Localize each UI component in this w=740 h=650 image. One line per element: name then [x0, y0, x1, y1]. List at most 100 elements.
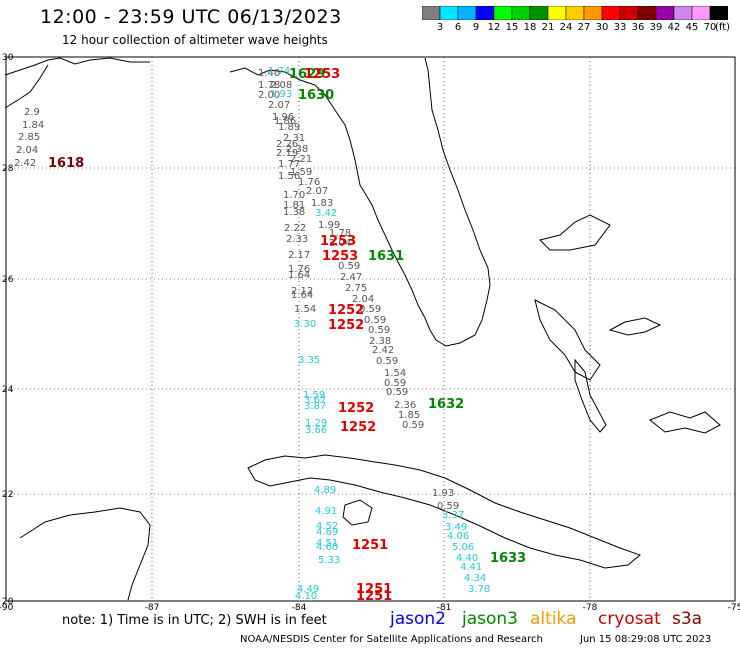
- colorbar-label: 9: [472, 22, 480, 33]
- colorbar-label: 6: [454, 22, 462, 33]
- swh-value: 4.06: [447, 531, 469, 542]
- lon-label: -90: [0, 603, 14, 613]
- swh-value: 0.59: [338, 261, 360, 272]
- colorbar-label: 33: [613, 22, 627, 33]
- colorbar-label: 45: [685, 22, 699, 33]
- mission-label-jason2: jason2: [390, 609, 446, 629]
- pass-time-label: 1253: [304, 67, 340, 82]
- swh-value: 2.47: [340, 272, 362, 283]
- swh-value: 4.60: [316, 542, 338, 553]
- swh-value: 4.40: [456, 553, 478, 564]
- colorbar-swatch: [709, 6, 728, 20]
- swh-value: 0.59: [364, 315, 386, 326]
- swh-value: 2.85: [18, 132, 40, 143]
- colorbar-label: 30: [595, 22, 609, 33]
- swh-value: 1.85: [398, 410, 420, 421]
- swh-value: 5.33: [318, 555, 340, 566]
- pass-time-label: 1253: [322, 249, 358, 264]
- swh-value: 0.59: [376, 356, 398, 367]
- colorbar-label: 24: [559, 22, 573, 33]
- swh-value: 4.51: [316, 538, 338, 549]
- swh-value: 2.08: [270, 80, 292, 91]
- swh-value: 1.54: [294, 304, 316, 315]
- swh-value: 2.04: [329, 238, 351, 249]
- swh-value: 2.42: [372, 345, 394, 356]
- swh-value: 1.89: [278, 122, 300, 133]
- swh-value: 1.59: [290, 167, 312, 178]
- swh-value: 1.86: [274, 116, 296, 127]
- lat-label: 30: [2, 53, 14, 63]
- lat-lon-grid: -90 -87 -84 -81 -78 -75 30 28 26 24 22 20: [0, 53, 740, 613]
- swh-value: 1.64: [288, 270, 310, 281]
- swh-value: 0.59: [384, 378, 406, 389]
- swh-value: 1.76: [298, 177, 320, 188]
- swh-value: 2.21: [290, 154, 312, 165]
- colorbar-label: 3: [436, 22, 444, 33]
- swh-value: 1.77: [278, 159, 300, 170]
- lon-label: -87: [145, 603, 160, 613]
- swh-value: 1.38: [283, 207, 305, 218]
- pass-time-label: 1252: [328, 318, 364, 333]
- pass-time-label: 1252: [328, 303, 364, 318]
- swh-value: 2.36: [394, 400, 416, 411]
- swh-value: 4.89: [314, 485, 336, 496]
- swh-value: 1.93: [270, 89, 292, 100]
- island-coastline: [342, 499, 373, 526]
- map-subtitle: 12 hour collection of altimeter wave hei…: [62, 33, 328, 47]
- mission-label-cryosat: cryosat: [598, 609, 661, 629]
- cuba-coastline: [247, 454, 641, 569]
- swh-value: 2.12: [291, 286, 313, 297]
- swh-value: 1.56: [278, 171, 300, 182]
- colorbar-label: 27: [577, 22, 591, 33]
- pass-time-label: 1631: [368, 249, 404, 264]
- swh-value: 2.04: [352, 294, 374, 305]
- gulf-coastline: [4, 57, 150, 76]
- pass-time-label: 1629: [289, 67, 325, 82]
- swh-value: 1.84: [22, 120, 44, 131]
- footnote: note: 1) Time is in UTC; 2) SWH is in fe…: [62, 613, 327, 628]
- swh-value: 2.26: [276, 139, 298, 150]
- swh-value: 1.64: [291, 290, 313, 301]
- map-frame: [5, 56, 736, 602]
- swh-value: 3.30: [294, 319, 316, 330]
- swh-value: 1.83: [311, 198, 333, 209]
- pass-time-label: 1251: [356, 582, 392, 597]
- lat-label: 26: [2, 275, 14, 285]
- colorbar-labels: 3 6 9 12 15 18 21 24 27 30 33 36 39 42 45 70: [422, 22, 727, 34]
- swh-value: 1.74: [268, 66, 290, 77]
- swh-value: 3.49: [445, 522, 467, 533]
- lon-label: -84: [292, 603, 307, 613]
- swh-value: 1.93: [432, 488, 454, 499]
- swh-value: 4.10: [295, 591, 317, 602]
- mission-label-jason3: jason3: [462, 609, 518, 629]
- swh-value: 0.59: [402, 420, 424, 431]
- swh-value: 4.69: [316, 527, 338, 538]
- pass-time-label: 1630: [298, 88, 334, 103]
- swh-value: 1.78: [329, 228, 351, 239]
- pass-time-label: 1251: [352, 538, 388, 553]
- pass-time-label: 1251: [356, 589, 392, 604]
- swh-value: 5.06: [452, 542, 474, 553]
- swh-value: 1.59: [303, 390, 325, 401]
- florida-coastline: [229, 57, 491, 347]
- swh-values: 1.401.741.782.082.001.932.071.961.861.89…: [14, 66, 490, 602]
- swh-value: 1.78: [258, 80, 280, 91]
- swh-value: 1.96: [272, 112, 294, 123]
- wave-height-colorbar: [422, 6, 728, 20]
- credit-line: NOAA/NESDIS Center for Satellite Applica…: [240, 634, 711, 645]
- swh-value: 4.52: [316, 521, 338, 532]
- lat-label: 22: [2, 490, 13, 500]
- swh-value: 1.29: [305, 418, 327, 429]
- swh-value: 3.66: [305, 425, 327, 436]
- swh-value: 0.59: [437, 501, 459, 512]
- swh-value: 2.75: [345, 283, 367, 294]
- swh-value: 2.00: [258, 90, 280, 101]
- swh-value: 2.07: [268, 100, 290, 111]
- colorbar-label: 42: [667, 22, 681, 33]
- swh-value: 2.38: [286, 144, 308, 155]
- mission-label-s3a: s3a: [672, 609, 703, 629]
- bahamas-coastline: [539, 214, 611, 251]
- pass-time-label: 1252: [340, 420, 376, 435]
